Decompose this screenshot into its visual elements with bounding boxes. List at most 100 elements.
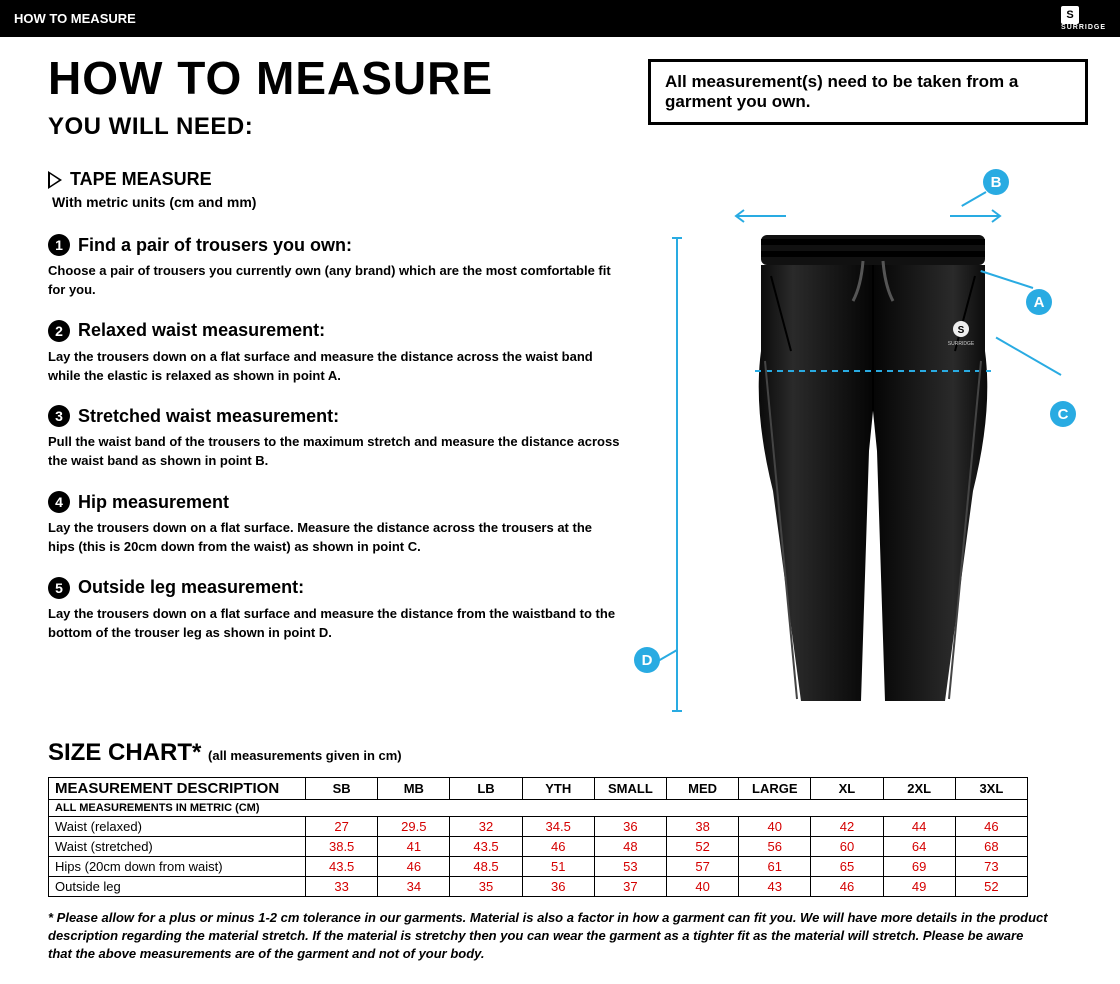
cell-value: 52 bbox=[666, 837, 738, 857]
brand-name: SURRIDGE bbox=[1061, 24, 1106, 31]
size-header: YTH bbox=[522, 778, 594, 800]
marker-b: B bbox=[983, 169, 1009, 195]
size-header: MB bbox=[378, 778, 450, 800]
step-title: Hip measurement bbox=[78, 492, 229, 513]
tape-title: TAPE MEASURE bbox=[70, 169, 212, 190]
cell-value: 49 bbox=[883, 877, 955, 897]
brand-logo-icon: S bbox=[1061, 6, 1079, 24]
cell-value: 40 bbox=[666, 877, 738, 897]
step-body: Lay the trousers down on a flat surface.… bbox=[48, 519, 620, 557]
marker-c: C bbox=[1050, 401, 1076, 427]
cell-value: 65 bbox=[811, 857, 883, 877]
row-label: Outside leg bbox=[49, 877, 306, 897]
step: 4 Hip measurement Lay the trousers down on… bbox=[48, 491, 620, 557]
stretch-arrow-icon bbox=[728, 207, 1008, 225]
metric-note: ALL MEASUREMENTS IN METRIC (CM) bbox=[49, 800, 1028, 817]
cell-value: 38.5 bbox=[306, 837, 378, 857]
cell-value: 44 bbox=[883, 817, 955, 837]
cell-value: 46 bbox=[811, 877, 883, 897]
row-label: Waist (relaxed) bbox=[49, 817, 306, 837]
cell-value: 51 bbox=[522, 857, 594, 877]
cell-value: 46 bbox=[522, 837, 594, 857]
cell-value: 35 bbox=[450, 877, 522, 897]
size-header: SMALL bbox=[594, 778, 666, 800]
row-label: Waist (stretched) bbox=[49, 837, 306, 857]
size-header: 3XL bbox=[955, 778, 1027, 800]
trousers-diagram: B bbox=[628, 169, 1088, 729]
table-row: Waist (relaxed)2729.53234.5363840424446 bbox=[49, 817, 1028, 837]
subtitle: YOU WILL NEED: bbox=[48, 113, 493, 141]
size-header: 2XL bbox=[883, 778, 955, 800]
step-title: Find a pair of trousers you own: bbox=[78, 235, 352, 256]
size-header: XL bbox=[811, 778, 883, 800]
cell-value: 64 bbox=[883, 837, 955, 857]
step: 1 Find a pair of trousers you own: Choose … bbox=[48, 234, 620, 300]
marker-a: A bbox=[1026, 289, 1052, 315]
cell-value: 61 bbox=[739, 857, 811, 877]
trousers-icon: S SURRIDGE bbox=[743, 231, 1003, 711]
main-title: HOW TO MEASURE bbox=[48, 51, 493, 105]
cell-value: 38 bbox=[666, 817, 738, 837]
cell-value: 56 bbox=[739, 837, 811, 857]
header-bar: HOW TO MEASURE S SURRIDGE bbox=[0, 0, 1120, 37]
cell-value: 73 bbox=[955, 857, 1027, 877]
table-row: Waist (stretched)38.54143.54648525660646… bbox=[49, 837, 1028, 857]
notice-box: All measurement(s) need to be taken from… bbox=[648, 59, 1088, 125]
brand-logo: S SURRIDGE bbox=[1061, 6, 1106, 31]
cell-value: 37 bbox=[594, 877, 666, 897]
step-number: 2 bbox=[48, 320, 70, 342]
cell-value: 34.5 bbox=[522, 817, 594, 837]
marker-c-line bbox=[996, 337, 1062, 376]
cell-value: 68 bbox=[955, 837, 1027, 857]
marker-b-line bbox=[961, 191, 986, 207]
cell-value: 36 bbox=[522, 877, 594, 897]
play-triangle-icon bbox=[48, 171, 62, 189]
cell-value: 43.5 bbox=[450, 837, 522, 857]
header-title: HOW TO MEASURE bbox=[14, 11, 136, 26]
cell-value: 46 bbox=[955, 817, 1027, 837]
outside-leg-line bbox=[676, 237, 678, 712]
cell-value: 33 bbox=[306, 877, 378, 897]
step-body: Pull the waist band of the trousers to t… bbox=[48, 433, 620, 471]
cell-value: 48 bbox=[594, 837, 666, 857]
step: 3 Stretched waist measurement: Pull the wa… bbox=[48, 405, 620, 471]
marker-d: D bbox=[634, 647, 660, 673]
size-chart-title: SIZE CHART* (all measurements given in c… bbox=[48, 739, 1088, 767]
step-body: Lay the trousers down on a flat surface … bbox=[48, 348, 620, 386]
cell-value: 34 bbox=[378, 877, 450, 897]
cell-value: 69 bbox=[883, 857, 955, 877]
step-number: 1 bbox=[48, 234, 70, 256]
cell-value: 40 bbox=[739, 817, 811, 837]
step-number: 5 bbox=[48, 577, 70, 599]
size-chart-sub: (all measurements given in cm) bbox=[208, 748, 402, 763]
svg-text:SURRIDGE: SURRIDGE bbox=[948, 341, 975, 347]
step-number: 4 bbox=[48, 491, 70, 513]
cell-value: 41 bbox=[378, 837, 450, 857]
step-title: Stretched waist measurement: bbox=[78, 406, 339, 427]
step: 2Relaxed waist measurement:Lay the trous… bbox=[48, 320, 620, 386]
cell-value: 43 bbox=[739, 877, 811, 897]
cell-value: 32 bbox=[450, 817, 522, 837]
cell-value: 27 bbox=[306, 817, 378, 837]
size-header: MED bbox=[666, 778, 738, 800]
table-row: Outside leg33343536374043464952 bbox=[49, 877, 1028, 897]
size-chart-table: MEASUREMENT DESCRIPTIONSBMBLBYTHSMALLMED… bbox=[48, 777, 1028, 897]
cell-value: 43.5 bbox=[306, 857, 378, 877]
cell-value: 42 bbox=[811, 817, 883, 837]
cell-value: 46 bbox=[378, 857, 450, 877]
size-header: SB bbox=[306, 778, 378, 800]
footnote: * Please allow for a plus or minus 1-2 c… bbox=[48, 909, 1048, 964]
tape-subtitle: With metric units (cm and mm) bbox=[52, 194, 620, 210]
table-row: Hips (20cm down from waist)43.54648.5515… bbox=[49, 857, 1028, 877]
marker-d-line bbox=[658, 649, 678, 662]
step-body: Choose a pair of trousers you currently … bbox=[48, 262, 620, 300]
row-label: Hips (20cm down from waist) bbox=[49, 857, 306, 877]
desc-header: MEASUREMENT DESCRIPTION bbox=[49, 778, 306, 800]
step-number: 3 bbox=[48, 405, 70, 427]
size-header: LB bbox=[450, 778, 522, 800]
size-header: LARGE bbox=[739, 778, 811, 800]
svg-text:S: S bbox=[958, 325, 965, 336]
cell-value: 57 bbox=[666, 857, 738, 877]
step-title: Outside leg measurement: bbox=[78, 577, 304, 598]
cell-value: 52 bbox=[955, 877, 1027, 897]
